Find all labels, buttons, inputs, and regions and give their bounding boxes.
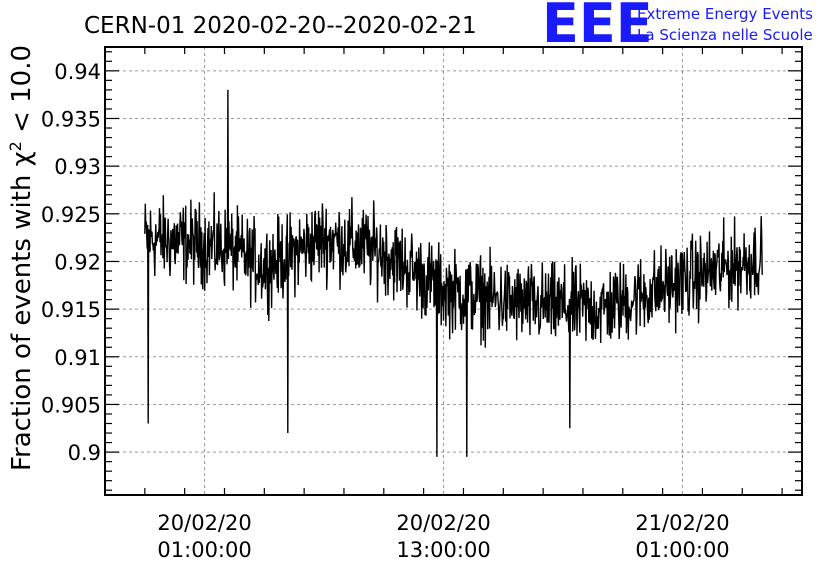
axes — [104, 46, 803, 496]
y-tick-label: 0.94 — [54, 60, 101, 84]
logo-line-1: Extreme Energy Events — [637, 5, 813, 23]
logo-line-2: La Scienza nelle Scuole — [637, 26, 813, 44]
x-tick-label-date: 21/02/20 — [635, 511, 729, 535]
y-axis-label: Fraction of events with χ2 < 10.0 — [6, 45, 37, 471]
y-axis-label-symbol: χ — [7, 151, 37, 166]
y-tick-label: 0.91 — [54, 346, 101, 370]
eee-logo-text: EEE — [542, 0, 653, 55]
x-tick-label-time: 01:00:00 — [157, 538, 251, 562]
y-tick-label: 0.9 — [68, 441, 101, 465]
y-tick-label: 0.935 — [41, 107, 101, 131]
x-tick-label-time: 01:00:00 — [635, 538, 729, 562]
x-tick-label-time: 13:00:00 — [396, 538, 490, 562]
y-axis-label-sup: 2 — [6, 141, 25, 151]
y-tick-label: 0.915 — [41, 298, 101, 322]
data-series-line — [144, 89, 763, 457]
x-tick-label-date: 20/02/20 — [157, 511, 251, 535]
y-tick-label: 0.905 — [41, 393, 101, 417]
y-axis-label-suffix: < 10.0 — [7, 45, 37, 141]
eee-logo: EEE Extreme Energy Events La Scienza nel… — [542, 0, 813, 55]
chart-title: CERN-01 2020-02-20--2020-02-21 — [84, 13, 477, 39]
x-tick-label-date: 20/02/20 — [396, 511, 490, 535]
y-tick-label: 0.93 — [54, 155, 101, 179]
tick-labels: 0.9 0.905 0.91 0.915 0.92 0.925 0.93 0.935 0.94 2… — [41, 60, 730, 562]
y-tick-label: 0.925 — [41, 203, 101, 227]
y-tick-label: 0.92 — [54, 250, 101, 274]
y-axis-label-prefix: Fraction of events with — [7, 166, 37, 471]
plot-area — [144, 89, 763, 457]
